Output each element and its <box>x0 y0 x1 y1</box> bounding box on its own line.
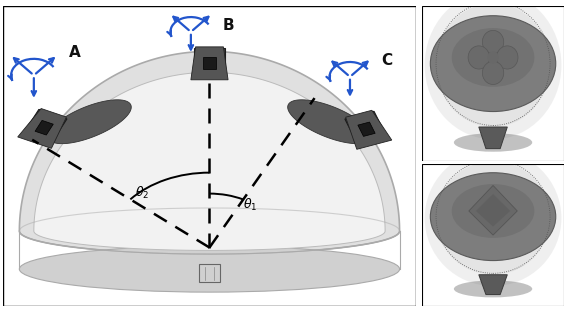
Polygon shape <box>35 120 53 135</box>
Circle shape <box>425 0 561 139</box>
Text: $\theta_1$: $\theta_1$ <box>242 196 257 213</box>
Polygon shape <box>358 122 375 137</box>
Polygon shape <box>288 100 371 144</box>
Circle shape <box>468 46 490 69</box>
Polygon shape <box>203 57 215 69</box>
Bar <box>199 264 220 282</box>
Polygon shape <box>34 72 385 251</box>
Circle shape <box>425 150 561 286</box>
Polygon shape <box>476 194 510 227</box>
Polygon shape <box>469 185 518 235</box>
Circle shape <box>436 3 550 127</box>
Ellipse shape <box>19 246 400 292</box>
Polygon shape <box>22 109 67 146</box>
Polygon shape <box>18 109 67 148</box>
Polygon shape <box>194 48 225 78</box>
Polygon shape <box>19 52 400 254</box>
Ellipse shape <box>451 184 534 238</box>
Polygon shape <box>479 275 507 295</box>
Circle shape <box>482 30 504 53</box>
Circle shape <box>482 61 504 84</box>
Ellipse shape <box>430 16 556 111</box>
Text: $\theta_2$: $\theta_2$ <box>135 185 149 201</box>
Text: B: B <box>222 18 234 33</box>
Circle shape <box>450 175 536 260</box>
Ellipse shape <box>430 173 556 260</box>
Ellipse shape <box>454 133 532 152</box>
Polygon shape <box>345 110 392 149</box>
Circle shape <box>487 51 499 64</box>
Polygon shape <box>191 47 228 80</box>
Ellipse shape <box>451 28 534 87</box>
Text: A: A <box>70 45 81 60</box>
Ellipse shape <box>454 280 532 298</box>
Polygon shape <box>479 127 507 149</box>
Polygon shape <box>48 100 131 144</box>
Polygon shape <box>345 111 388 147</box>
Text: C: C <box>381 53 393 68</box>
Circle shape <box>496 46 518 69</box>
Circle shape <box>450 19 536 111</box>
Circle shape <box>436 161 550 275</box>
